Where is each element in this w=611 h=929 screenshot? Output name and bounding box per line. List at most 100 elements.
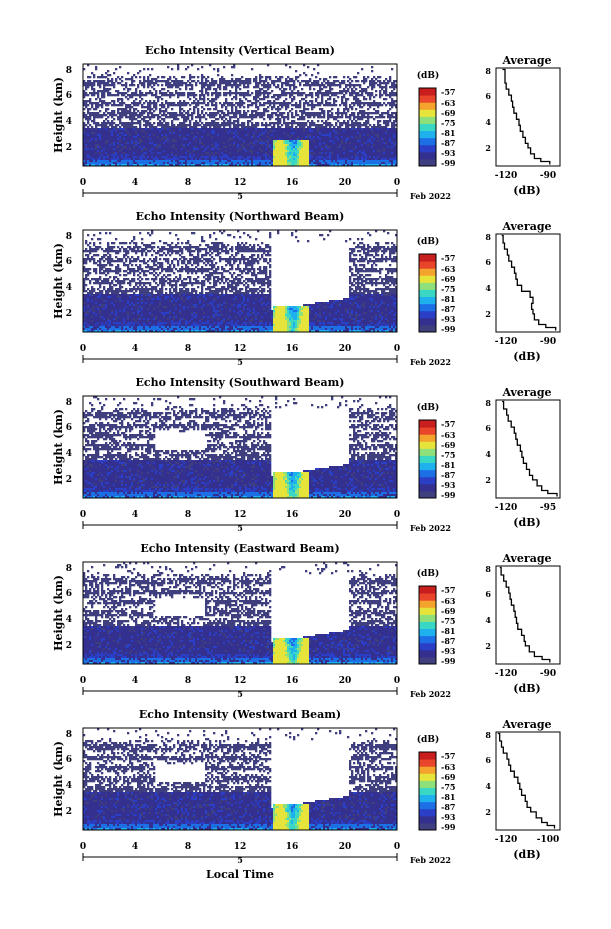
heatmap-cell (371, 128, 374, 131)
heatmap-cell (153, 100, 156, 103)
heatmap-cell (215, 108, 218, 111)
heatmap-cell (149, 130, 152, 133)
heatmap-cell (113, 158, 116, 161)
heatmap-cell (299, 104, 302, 107)
heatmap-cell (225, 94, 228, 97)
heatmap-cell (191, 118, 194, 121)
heatmap-cell (135, 140, 138, 143)
heatmap-cell (89, 142, 92, 145)
heatmap-cell (363, 102, 366, 105)
heatmap-cell (185, 138, 188, 141)
heatmap-cell (315, 146, 318, 149)
heatmap-cell (215, 124, 218, 127)
heatmap-cell (221, 150, 224, 153)
heatmap-cell (145, 144, 148, 147)
heatmap-cell (353, 138, 356, 141)
heatmap-cell (337, 160, 340, 163)
heatmap-cell (273, 96, 276, 99)
heatmap-cell (325, 164, 328, 167)
heatmap-cell (87, 84, 90, 87)
heatmap-cell (101, 136, 104, 139)
heatmap-cell (343, 144, 346, 147)
heatmap-cell (349, 140, 352, 143)
heatmap-cell (317, 150, 320, 153)
heatmap-cell (203, 134, 206, 137)
heatmap-cell (149, 74, 152, 77)
heatmap-cell (177, 136, 180, 139)
heatmap-cell (123, 162, 126, 165)
heatmap-cell (277, 132, 280, 135)
heatmap-cell (163, 118, 166, 121)
heatmap-cell (359, 140, 362, 143)
heatmap-cell (129, 126, 132, 129)
heatmap-cell (209, 100, 212, 103)
heatmap-cell (149, 138, 152, 141)
heatmap-cell (311, 148, 314, 151)
heatmap-cell (97, 96, 100, 99)
heatmap-cell (347, 154, 350, 157)
heatmap-cell (137, 84, 140, 87)
heatmap-cell (239, 144, 242, 147)
heatmap-cell (221, 152, 224, 155)
heatmap-cell (143, 132, 146, 135)
heatmap-cell (175, 156, 178, 159)
heatmap-cell (367, 118, 370, 121)
heatmap-cell (279, 150, 282, 153)
heatmap-cell (151, 124, 154, 127)
heatmap-cell (273, 130, 276, 133)
heatmap-cell (233, 140, 236, 143)
heatmap-cell (135, 134, 138, 137)
heatmap-cell (121, 108, 124, 111)
heatmap-cell (145, 152, 148, 155)
heatmap-cell (291, 100, 294, 103)
heatmap-cell (141, 110, 144, 113)
heatmap-cell (119, 164, 122, 167)
heatmap-cell (249, 78, 252, 81)
heatmap-cell (239, 148, 242, 151)
heatmap-cell (359, 126, 362, 129)
heatmap-cell (103, 82, 106, 85)
heatmap-cell (105, 162, 108, 165)
heatmap-cell (147, 114, 150, 117)
heatmap-cell (91, 92, 94, 95)
heatmap-cell (211, 124, 214, 127)
heatmap-cell (149, 92, 152, 95)
heatmap-cell (177, 150, 180, 153)
heatmap-cell (281, 102, 284, 105)
heatmap-cell (233, 134, 236, 137)
heatmap-cell (219, 144, 222, 147)
heatmap-cell (359, 100, 362, 103)
heatmap-cell (127, 154, 130, 157)
heatmap-cell (159, 134, 162, 137)
heatmap-cell (95, 108, 98, 111)
heatmap-cell (197, 124, 200, 127)
heatmap-cell (181, 136, 184, 139)
heatmap-cell (263, 108, 266, 111)
heatmap-cell (219, 160, 222, 163)
heatmap-cell (261, 138, 264, 141)
heatmap-cell (295, 104, 298, 107)
heatmap-cell (263, 98, 266, 101)
heatmap-cell (321, 128, 324, 131)
heatmap-cell (297, 122, 300, 125)
heatmap-cell (279, 142, 282, 145)
heatmap-cell (193, 122, 196, 125)
heatmap-cell (339, 82, 342, 85)
heatmap-cell (377, 112, 380, 115)
heatmap-cell (323, 92, 326, 95)
heatmap-cell (137, 102, 140, 105)
heatmap-cell (287, 156, 290, 159)
heatmap-cell (203, 130, 206, 133)
heatmap-cell (377, 84, 380, 87)
heatmap-cell (263, 114, 266, 117)
heatmap-cell (213, 158, 216, 161)
heatmap-cell (201, 102, 204, 105)
heatmap-cell (139, 96, 142, 99)
heatmap-cell (191, 76, 194, 79)
heatmap-cell (303, 72, 306, 75)
heatmap-cell (103, 80, 106, 83)
heatmap-cell (189, 82, 192, 85)
heatmap-cell (109, 124, 112, 127)
heatmap-cell (293, 120, 296, 123)
heatmap-cell (201, 122, 204, 125)
